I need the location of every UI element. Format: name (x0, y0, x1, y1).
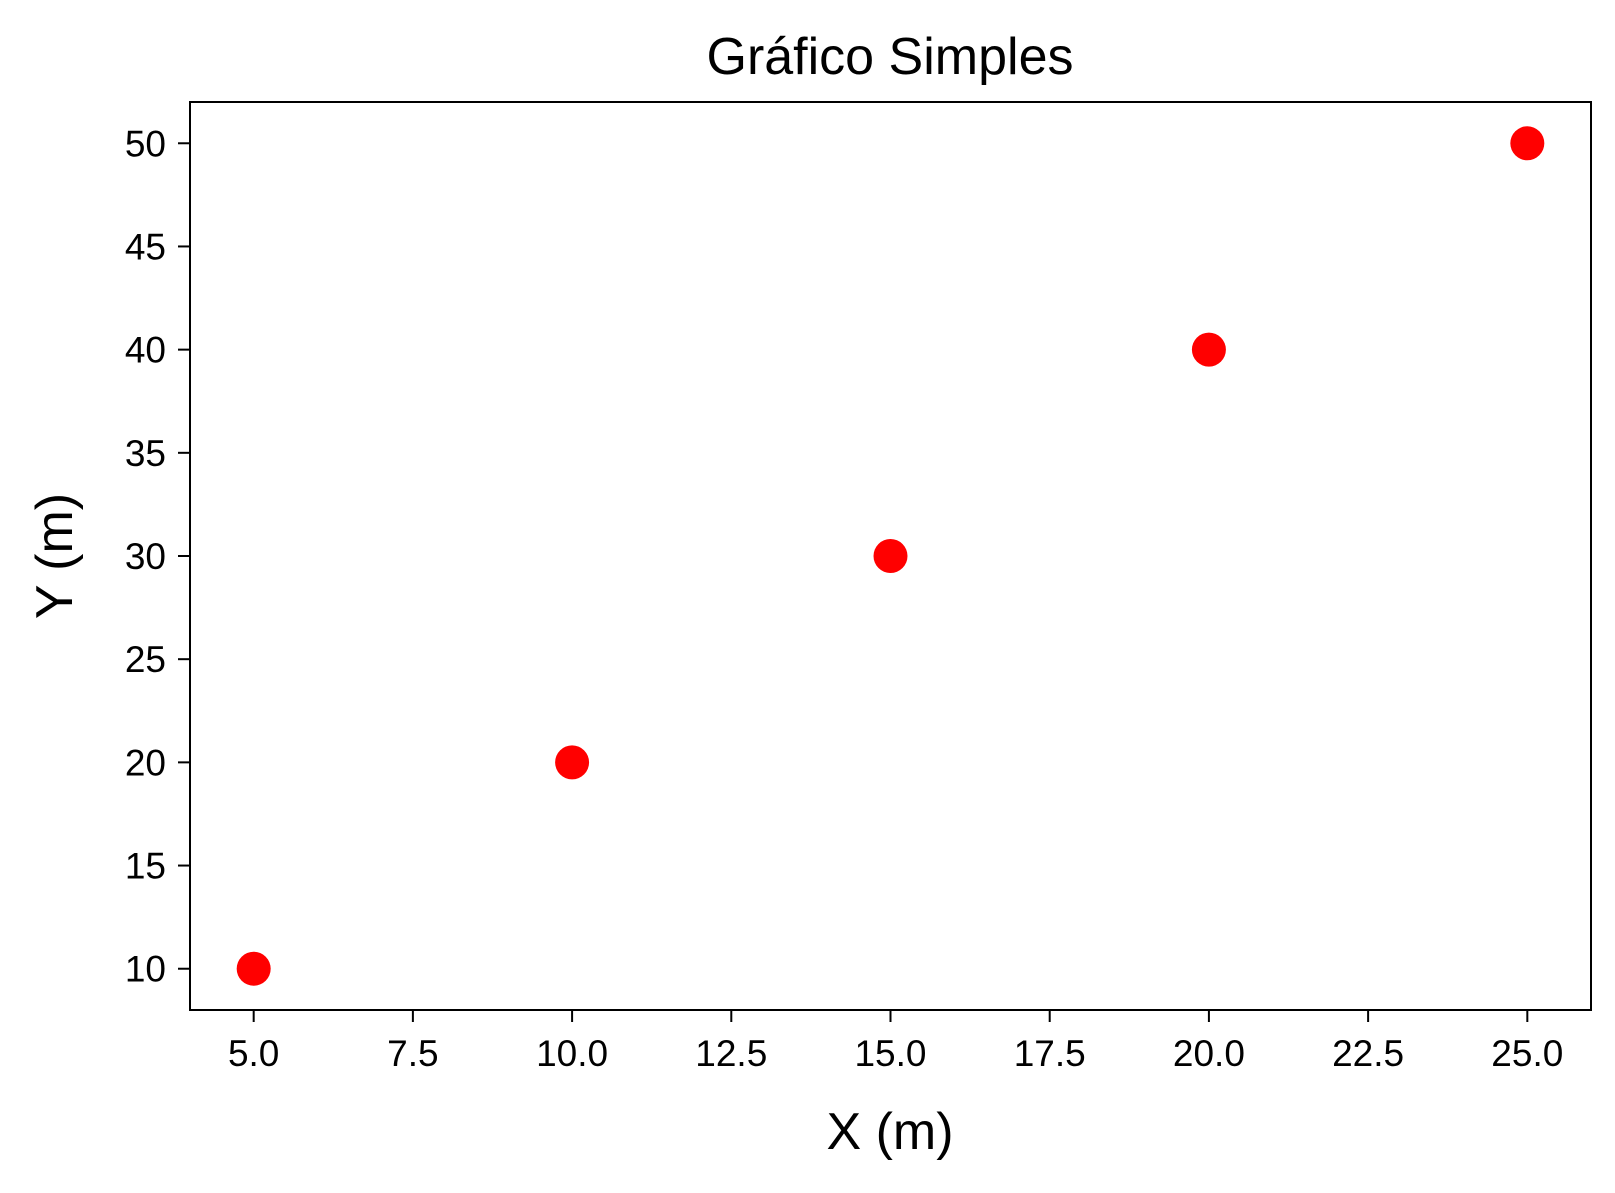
data-point (1191, 332, 1226, 367)
x-tick-label: 25.0 (1491, 1033, 1563, 1074)
data-point (873, 539, 908, 573)
y-tick-label: 30 (125, 536, 166, 577)
y-tick-label: 10 (125, 949, 166, 990)
y-tick-label: 20 (125, 742, 166, 783)
x-tick-label: 5.0 (228, 1033, 279, 1074)
chart-title: Gráfico Simples (707, 28, 1074, 86)
y-tick-label: 45 (125, 226, 166, 267)
y-axis-label: Y (m) (26, 493, 84, 619)
y-tick-label: 35 (125, 433, 166, 474)
y-tick-label: 25 (125, 639, 166, 680)
y-axis: 10 15 20 25 30 35 40 45 50 (125, 123, 190, 990)
y-tick-label: 40 (125, 330, 166, 371)
x-tick-label: 10.0 (536, 1033, 608, 1074)
y-tick-label: 15 (125, 846, 166, 887)
x-tick-label: 17.5 (1014, 1033, 1086, 1074)
x-axis-label: X (m) (826, 1103, 953, 1161)
x-axis: 5.0 7.5 10.0 12.5 15.0 17.5 20.0 22.5 25.0 (228, 1010, 1563, 1074)
x-tick-label: 15.0 (854, 1033, 926, 1074)
x-tick-label: 12.5 (695, 1033, 767, 1074)
x-tick-label: 7.5 (387, 1033, 438, 1074)
data-point (555, 745, 590, 780)
x-tick-label: 22.5 (1332, 1033, 1404, 1074)
x-tick-label: 20.0 (1173, 1033, 1245, 1074)
data-point (236, 951, 271, 986)
data-point (1510, 126, 1545, 161)
y-tick-label: 50 (125, 123, 166, 164)
